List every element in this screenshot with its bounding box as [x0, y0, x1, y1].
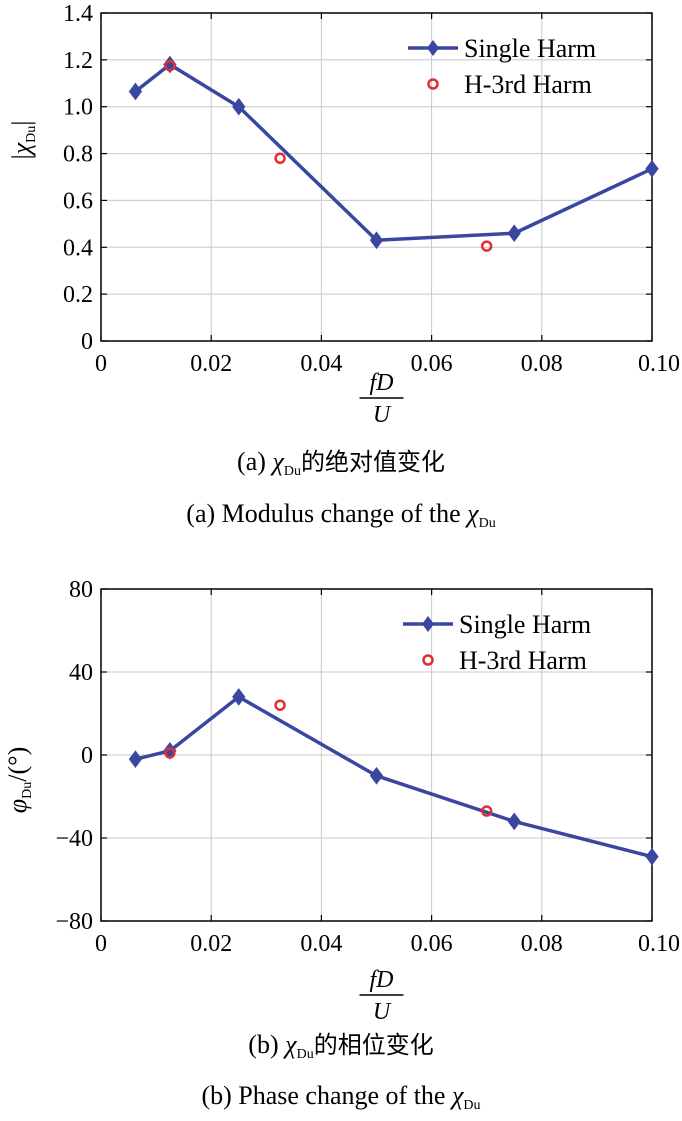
- legend-marker-diamond: [427, 40, 439, 56]
- legend-marker-circle: [422, 654, 434, 666]
- x-axis-label-numerator: fD: [370, 967, 394, 993]
- x-axis-label-denominator: U: [373, 402, 392, 428]
- x-tick-label: 0.04: [300, 351, 342, 377]
- series-h-3rd-harm: [164, 59, 493, 252]
- series-line: [135, 695, 653, 859]
- x-tick-label: 0.10: [638, 351, 680, 377]
- chart-b: 0 0.02 0.04 0.06 0.08 0.10 −80 −40 0 40 80 φDu/(°) f…: [3, 577, 680, 1113]
- caption-english: (a) Modulus change of the χDu: [186, 499, 495, 531]
- x-tick-label: 0.08: [521, 931, 563, 957]
- y-tick-label: 1.0: [63, 95, 93, 121]
- series-line: [134, 62, 653, 243]
- data-point-circle: [164, 747, 176, 759]
- caption-chinese: (a) χDu的绝对值变化: [237, 447, 445, 479]
- legend-label: Single Harm: [464, 34, 596, 63]
- x-tick-label: 0.02: [190, 351, 232, 377]
- data-point-diamond: [507, 224, 521, 243]
- legend-label: H-3rd Harm: [459, 646, 587, 675]
- data-point-diamond: [645, 847, 659, 866]
- data-point-circle: [480, 805, 493, 817]
- y-tick-label: 0.8: [63, 142, 93, 168]
- series-h-3rd-harm: [164, 699, 493, 817]
- chart-a: 0 0.02 0.04 0.06 0.08 0.10 0 0.2 0.4 0.6 0.8 1.0 1.2…: [7, 1, 680, 531]
- legend: Single Harm H-3rd Harm: [408, 34, 596, 99]
- data-point-circle: [164, 59, 176, 72]
- y-tick-label: 0.4: [63, 235, 93, 261]
- data-point-circle: [480, 240, 493, 252]
- x-axis-label-numerator: fD: [370, 370, 394, 396]
- series-single-harm: [128, 688, 659, 866]
- x-tick-label: 0.08: [521, 351, 563, 377]
- y-tick-label: 0: [81, 329, 93, 355]
- legend-marker-circle: [427, 78, 439, 90]
- x-tick-label: 0.10: [638, 931, 680, 957]
- caption-chinese: (b) χDu的相位变化: [248, 1030, 433, 1062]
- legend: Single Harm H-3rd Harm: [403, 610, 591, 675]
- data-point-diamond: [232, 688, 246, 706]
- legend-label: Single Harm: [459, 610, 591, 639]
- x-axis-label-denominator: U: [373, 999, 392, 1025]
- y-tick-label: 0.6: [63, 188, 93, 214]
- data-point-diamond: [128, 750, 143, 768]
- x-tick-label: 0: [95, 351, 107, 377]
- data-point-circle: [274, 699, 286, 711]
- data-point-diamond: [507, 812, 521, 831]
- data-point-diamond: [128, 82, 143, 101]
- legend-label: H-3rd Harm: [464, 70, 592, 99]
- data-point-diamond: [369, 766, 384, 785]
- x-tick-label: 0.06: [411, 931, 453, 957]
- series-single-harm: [128, 55, 659, 250]
- y-tick-label: 40: [69, 660, 93, 686]
- data-point-diamond: [645, 159, 659, 178]
- caption-english: (b) Phase change of the χDu: [201, 1081, 480, 1113]
- x-tick-label: 0.04: [300, 931, 342, 957]
- x-tick-label: 0.02: [190, 931, 232, 957]
- y-tick-label: −80: [55, 909, 93, 935]
- y-tick-label: 1.4: [63, 1, 93, 27]
- y-tick-label: −40: [55, 826, 93, 852]
- y-tick-label: 1.2: [63, 48, 93, 74]
- x-tick-label: 0: [95, 931, 107, 957]
- data-point-circle: [274, 152, 286, 165]
- data-point-diamond: [369, 231, 384, 250]
- legend-marker-diamond: [422, 616, 434, 632]
- y-axis-label: φDu/(°): [3, 747, 35, 813]
- y-axis-label: |χDu|: [7, 120, 39, 159]
- x-tick-label: 0.06: [411, 351, 453, 377]
- data-point-diamond: [232, 97, 246, 116]
- y-tick-label: 0.2: [63, 282, 93, 308]
- y-tick-label: 80: [69, 577, 93, 603]
- y-tick-label: 0: [81, 743, 93, 769]
